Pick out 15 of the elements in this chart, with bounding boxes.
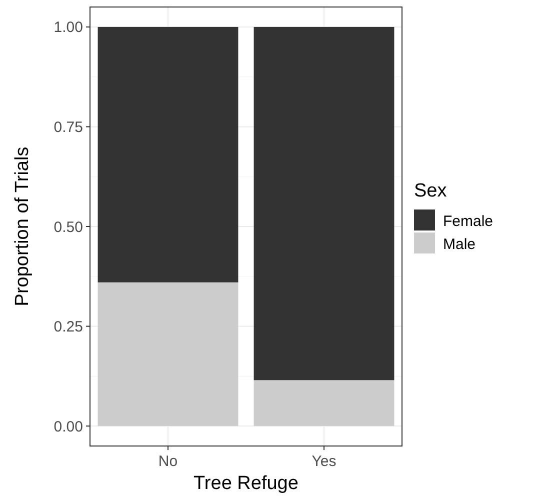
x-tick-label: Yes: [312, 453, 336, 470]
x-axis-title: Tree Refuge: [194, 473, 298, 494]
y-tick-label: 1.00: [54, 19, 83, 36]
bar: [98, 282, 238, 426]
y-tick-label: 0.75: [54, 118, 83, 136]
x-tick-label: No: [158, 453, 178, 470]
y-tick-label: 0.25: [54, 318, 83, 336]
bar: [254, 380, 394, 426]
y-tick-label: 0.50: [54, 218, 83, 236]
bar: [98, 26, 238, 282]
y-axis-title: Proportion of Trials: [12, 146, 33, 306]
y-tick-label: 0.00: [54, 418, 83, 436]
legend-label: Male: [443, 236, 476, 253]
legend-title: Sex: [414, 180, 448, 202]
legend-label: Female: [443, 212, 494, 230]
